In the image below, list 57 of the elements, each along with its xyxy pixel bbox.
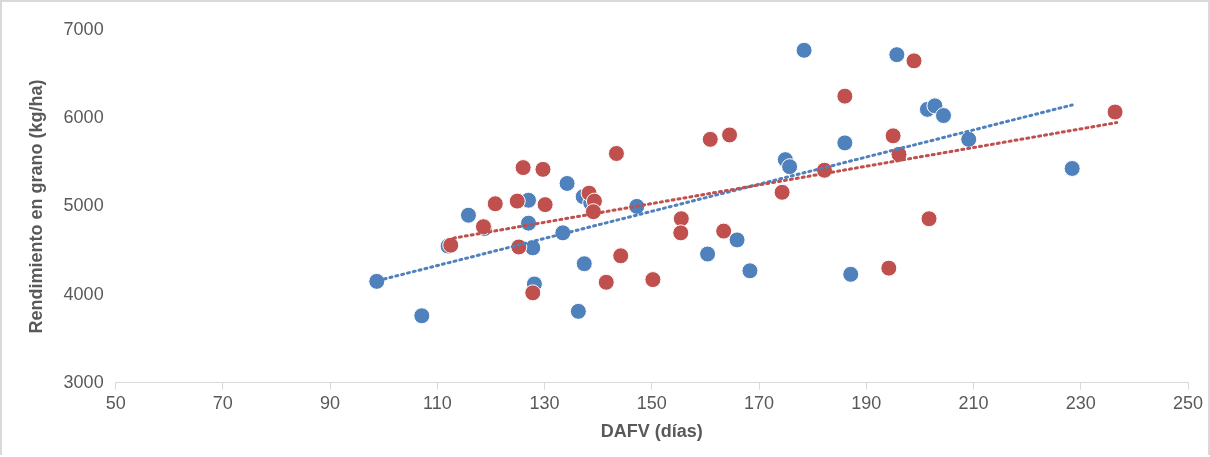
- point: [715, 222, 733, 240]
- point: [781, 158, 799, 176]
- point: [888, 46, 906, 64]
- point: [1063, 159, 1081, 177]
- x-tick-label: 210: [958, 392, 989, 413]
- point: [880, 259, 898, 277]
- point: [558, 174, 576, 192]
- y-tick-label: 4000: [63, 283, 104, 304]
- point: [368, 272, 386, 290]
- point: [905, 52, 923, 70]
- point: [597, 273, 615, 291]
- point: [534, 160, 552, 178]
- point: [795, 41, 813, 59]
- point: [741, 262, 759, 280]
- point: [508, 192, 526, 210]
- x-axis-title: DAFV (días): [600, 421, 703, 442]
- y-tick-label: 3000: [63, 371, 104, 392]
- point: [514, 159, 532, 177]
- point: [701, 130, 719, 148]
- y-axis-title: Rendimiento en grano (kg/ha): [25, 79, 46, 334]
- point: [536, 196, 554, 214]
- point: [920, 210, 938, 228]
- point: [728, 231, 746, 249]
- point: [884, 127, 902, 145]
- point: [612, 247, 630, 265]
- x-tick-label: 150: [636, 392, 667, 413]
- point: [524, 284, 542, 302]
- x-tick-label: 110: [423, 392, 452, 413]
- x-tick-label: 90: [320, 392, 341, 413]
- point: [699, 245, 717, 263]
- x-tick-label: 170: [744, 392, 775, 413]
- point: [486, 195, 504, 213]
- point: [836, 87, 854, 105]
- point: [672, 210, 690, 228]
- point: [721, 126, 739, 144]
- point: [569, 302, 587, 320]
- y-tick-label: 5000: [63, 195, 104, 216]
- point: [842, 265, 860, 283]
- point: [672, 224, 690, 242]
- x-tick-label: 130: [529, 392, 560, 413]
- point: [413, 307, 431, 325]
- point: [1106, 103, 1124, 121]
- point: [459, 206, 477, 224]
- x-tick-label: 50: [105, 392, 126, 413]
- x-tick-label: 250: [1172, 392, 1204, 413]
- y-tick-label: 6000: [63, 107, 104, 128]
- point: [773, 183, 791, 201]
- x-tick-label: 70: [212, 392, 233, 413]
- point: [644, 271, 662, 289]
- y-tick-label: 7000: [63, 18, 104, 39]
- point: [607, 144, 625, 162]
- point: [935, 107, 952, 125]
- x-tick-label: 190: [851, 392, 882, 413]
- point: [836, 134, 854, 152]
- x-tick-label: 230: [1065, 392, 1096, 413]
- point: [575, 255, 593, 273]
- point: [960, 130, 978, 148]
